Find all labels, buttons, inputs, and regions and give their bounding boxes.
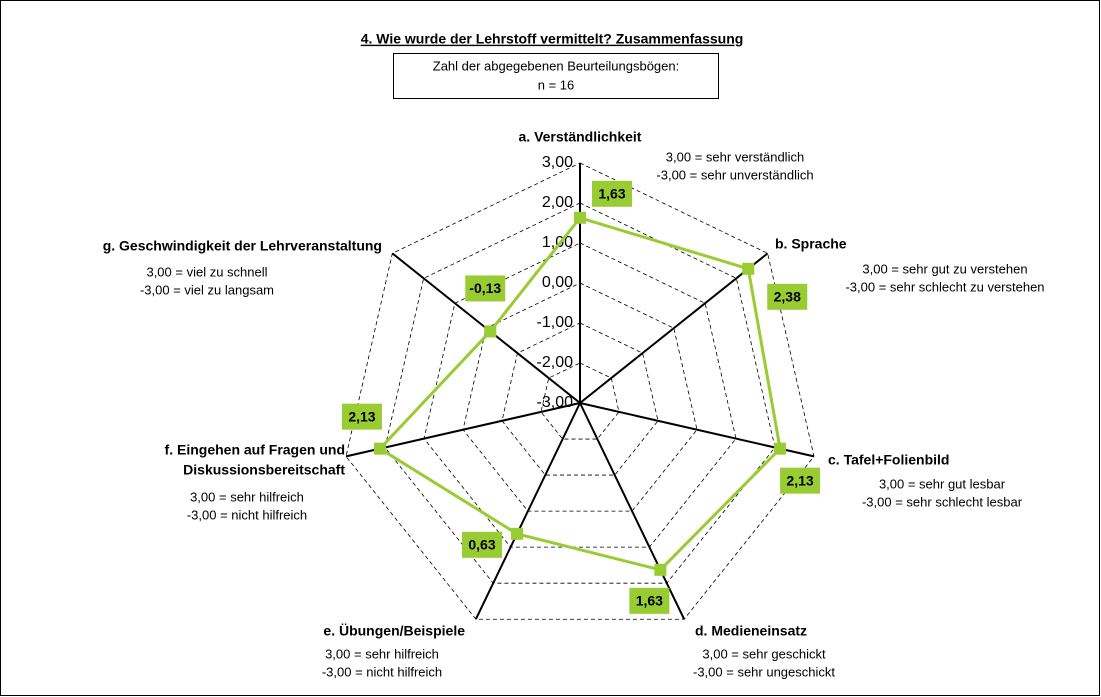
subtitle-box (393, 53, 719, 99)
grid-ring (540, 362, 620, 440)
axis-note: 3,00 = viel zu schnell (146, 264, 267, 279)
axis-label: Diskussionsbereitschaft (183, 462, 345, 478)
value-label: 2,13 (348, 408, 375, 424)
axis-note: 3,00 = sehr geschickt (702, 646, 826, 661)
tick-label: 3,00 (542, 154, 573, 171)
marker (774, 442, 787, 455)
value-label: 1,63 (636, 593, 663, 609)
axis-label: c. Tafel+Folienbild (828, 452, 949, 468)
axis-note: 3,00 = sehr verständlich (666, 149, 804, 164)
marker (574, 211, 586, 224)
axis-note: 3,00 = sehr gut zu verstehen (862, 261, 1027, 276)
axis-note: -3,00 = nicht hilfreich (322, 664, 442, 679)
value-label: 2,13 (786, 472, 813, 488)
axis-note: -3,00 = sehr schlecht zu verstehen (845, 279, 1044, 294)
tick-label: -2,00 (537, 354, 574, 371)
grid-ring (423, 242, 737, 548)
axis-note: -3,00 = nicht hilfreich (187, 507, 307, 522)
axis-note: -3,00 = sehr ungeschickt (693, 664, 835, 679)
marker (511, 527, 524, 540)
value-label: 1,63 (598, 186, 625, 202)
marker (373, 442, 386, 455)
grid-ring (462, 282, 698, 512)
value-label-box (767, 283, 808, 310)
marker (654, 563, 667, 576)
tick-label: 0,00 (542, 274, 573, 291)
axis-line (579, 402, 686, 620)
axis-label: a. Verständlichkeit (519, 129, 642, 145)
axis-note: 3,00 = sehr gut lesbar (879, 476, 1006, 491)
value-label: 0,63 (468, 537, 495, 553)
tick-label: 2,00 (542, 194, 573, 211)
axis-line (474, 402, 581, 620)
value-label-box (341, 403, 382, 430)
axis-note: -3,00 = sehr schlecht lesbar (862, 494, 1023, 509)
subtitle: Zahl der abgegebenen Beurteilungsbögen: (433, 58, 679, 73)
value-label-box (780, 467, 821, 494)
marker (484, 325, 497, 338)
axis-label: f. Eingehen auf Fragen und (165, 442, 345, 458)
axis-label: d. Medieneinsatz (695, 623, 807, 639)
axis-label: b. Sprache (775, 236, 847, 252)
axis-note: 3,00 = sehr hilfreich (325, 646, 439, 661)
axis-note: 3,00 = sehr hilfreich (190, 489, 304, 504)
grid-ring (345, 162, 815, 620)
chart-title: 4. Wie wurde der Lehrstoff vermittelt? Z… (361, 31, 744, 47)
value-label: 2,38 (774, 289, 801, 305)
grid-ring (501, 322, 659, 476)
series-line (377, 216, 782, 572)
tick-label: -1,00 (537, 314, 574, 331)
value-label-box (462, 531, 503, 558)
axis-label: e. Übungen/Beispiele (323, 623, 465, 639)
tick-label: -3,00 (537, 394, 574, 411)
axis-label: g. Geschwindigkeit der Lehrveranstaltung (103, 238, 382, 254)
value-label: -0,13 (469, 280, 501, 296)
axis-line (579, 252, 769, 404)
axis-note: -3,00 = sehr unverständlich (656, 167, 813, 182)
subtitle: n = 16 (538, 77, 575, 92)
axis-note: -3,00 = viel zu langsam (140, 282, 274, 297)
value-label-box (629, 587, 670, 614)
marker (742, 262, 755, 275)
value-label-box (592, 180, 632, 207)
value-label-box (465, 275, 506, 302)
